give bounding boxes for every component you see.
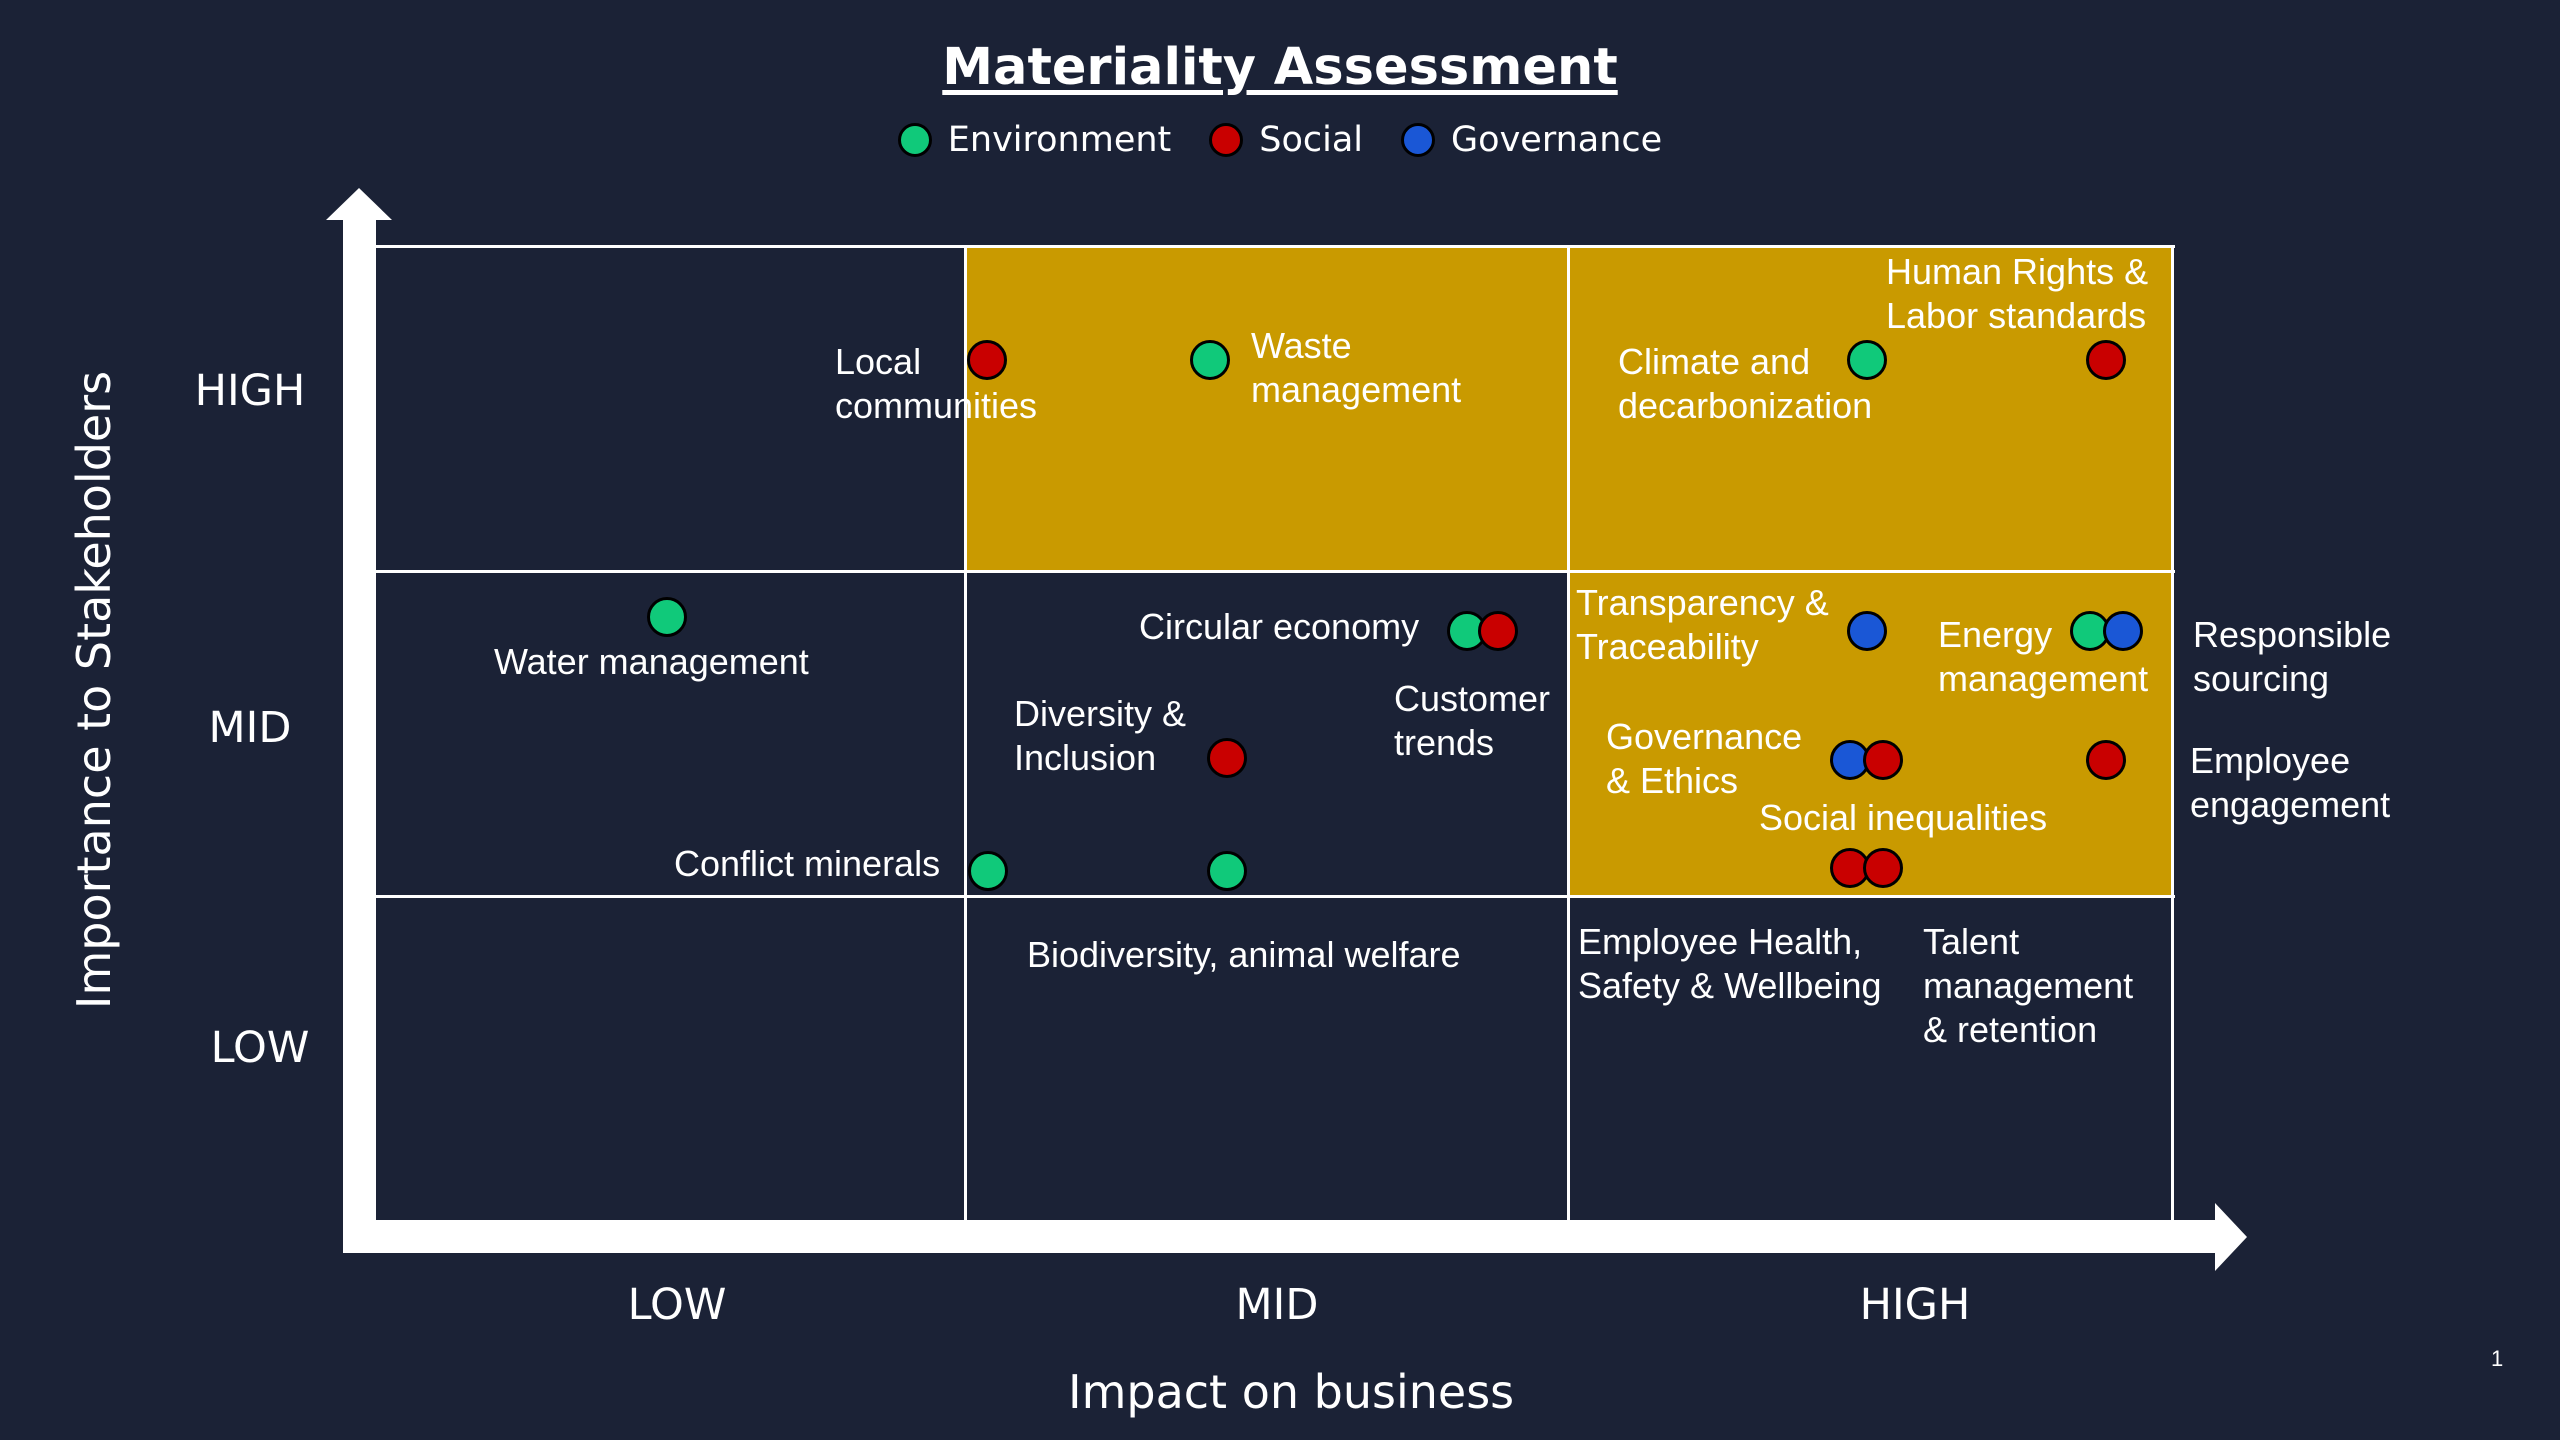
legend-label-environment: Environment [947,120,1172,160]
grid-line-top [376,245,2175,248]
cell-mid-high [966,247,1569,572]
dot-biodiversity [1207,851,1247,891]
legend-swatch-social [1209,123,1244,157]
x-tick-high: HIGH [1859,1280,1971,1330]
chart-title: Materiality Assessment [942,38,1618,97]
grid-line-left [964,245,967,1220]
dot-climate [1847,340,1887,380]
label-circular-economy: Circular economy [1139,606,1420,647]
label-conflict-minerals: Conflict minerals [674,843,941,884]
x-tick-mid: MID [1235,1280,1319,1330]
dot-waste-management [1190,340,1230,380]
label-social-inequalities: Social inequalities [1759,797,2048,838]
dot-customer-trends [1863,740,1903,780]
x-axis-title: Impact on business [1068,1365,1515,1419]
legend-item-governance: Governance [1401,120,1662,160]
y-tick-high: HIGH [194,366,306,416]
x-tick-low: LOW [627,1280,727,1330]
y-tick-low: LOW [210,1023,310,1073]
y-axis-arrowhead [326,188,392,220]
label-water-management: Water management [494,641,809,682]
dot-transparency [1847,611,1887,651]
dot-water-management [647,597,687,637]
y-axis-title: Importance to Stakeholders [67,370,121,1010]
x-axis-arrow [343,1220,2218,1253]
grid-line-right [2171,245,2174,1220]
legend-item-social: Social [1209,120,1363,160]
y-axis-arrow [343,218,376,1253]
label-biodiversity: Biodiversity, animal welfare [1027,934,1461,975]
label-human-rights: Human Rights & Labor standards [1886,251,2149,336]
dot-conflict-minerals [968,851,1008,891]
label-responsible-sourcing: Responsible sourcing [2193,614,2392,699]
legend-label-governance: Governance [1451,120,1663,160]
dot-responsible-sourcing [2103,611,2143,651]
legend-item-environment: Environment [897,120,1172,160]
label-governance-ethics: Governance & Ethics [1606,716,1803,801]
grid-line-mid [1567,245,1570,1220]
legend-swatch-governance [1401,123,1436,157]
label-energy-management: Energy management [1938,614,2149,699]
dot-human-rights [2086,340,2126,380]
label-talent-management: Talent management & retention [1923,921,2134,1050]
grid-line-lower [376,895,2175,898]
legend: Environment Social Governance [0,120,2560,160]
label-employee-health: Employee Health, Safety & Wellbeing [1578,921,1882,1006]
dot-diversity [1207,738,1247,778]
x-axis-arrowhead [2215,1203,2247,1271]
dot-circular-economy-social [1478,611,1518,651]
cell-high-high [1569,247,2173,572]
dot-talent-management [1863,848,1903,888]
legend-swatch-environment [897,123,932,157]
label-diversity: Diversity & Inclusion [1014,693,1187,778]
dot-employee-engagement [2086,740,2126,780]
grid-line-upper [376,570,2175,573]
label-transparency: Transparency & Traceability [1576,582,1829,667]
label-customer-trends: Customer trends [1394,678,1551,763]
label-climate: Climate and decarbonization [1618,341,1873,426]
y-tick-mid: MID [208,703,292,753]
label-waste-management: Waste management [1251,325,1462,410]
label-local-communities: Local communities [835,341,1038,426]
label-employee-engagement: Employee engagement [2190,740,2391,825]
page-number: 1 [2491,1346,2504,1371]
dot-local-communities [967,340,1007,380]
legend-label-social: Social [1259,120,1364,160]
